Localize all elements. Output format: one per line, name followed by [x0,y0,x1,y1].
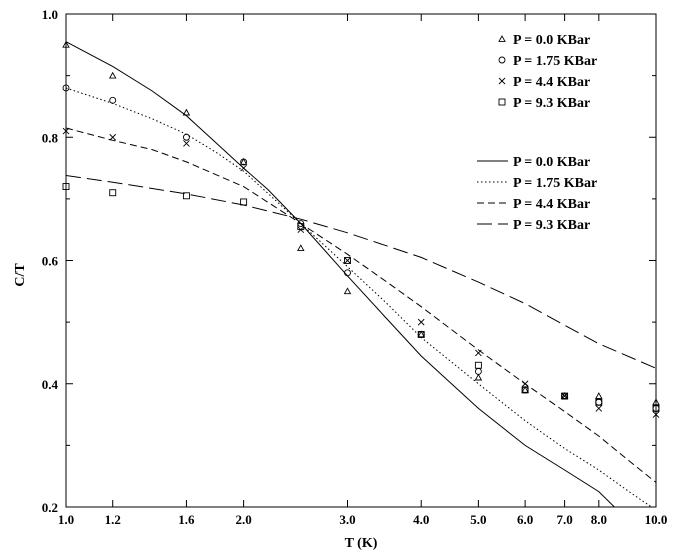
legend-line-label: P = 1.75 KBar [513,176,597,191]
y-tick-label: 0.6 [42,254,59,269]
cross-marker [183,140,190,147]
circle-marker [474,367,482,375]
curve-long-dashed [66,175,656,369]
y-axis-title: C/T [13,263,28,287]
cross-stroke [595,405,603,412]
triangle-marker [239,157,248,165]
legend-circle-marker [498,56,506,64]
circle-marker [344,269,351,277]
triangle-marker [560,392,569,399]
circle-marker [62,84,70,92]
square-marker [521,386,529,394]
markers-cross [62,127,660,418]
triangle-marker [108,71,117,79]
legend-triangle-marker [498,35,506,42]
circle-marker [595,398,603,406]
square-marker [109,189,117,197]
cross-stroke [344,257,351,264]
circle-marker [240,158,248,166]
square-marker [595,398,603,406]
legend-line-label: P = 4.4 KBar [513,197,590,212]
cross-marker [561,392,568,400]
cross-marker [62,127,70,135]
ticks: 1.0 1.2 1.6 2.0 3.0 4.0 5.0 6.0 7.0 8.0 10.0 0.2 0.4… [42,7,668,527]
triangle-marker [297,244,305,252]
legend-marker-label: P = 0.0 KBar [513,33,590,48]
markers-circle [62,84,660,412]
cross-marker [595,405,603,412]
cross-marker [344,257,351,264]
curve-solid [66,41,615,507]
triangle-marker [521,385,529,393]
x-axis-title: T (K) [345,536,378,551]
circle-marker [109,96,117,104]
square-marker [344,257,351,264]
y-tick-label: 1.0 [42,7,58,22]
x-tick-label: 7.0 [556,512,572,527]
square-marker [417,331,425,338]
circle-marker [182,133,190,141]
x-tick-label: 6.0 [517,512,533,527]
legend: P = 0.0 KBar P = 1.75 KBar P = 4.4 KBar P =… [477,33,597,233]
cross-marker [417,318,425,326]
y-tick-label: 0.8 [42,130,59,145]
triangle-marker [417,330,425,338]
x-tick-label: 4.0 [413,512,429,527]
y-tick-label: 0.4 [42,377,59,392]
cross-stroke [417,318,425,326]
x-tick-label: 8.0 [591,512,607,527]
cross-marker [521,380,529,388]
square-marker [62,183,70,191]
y-tick-label: 0.2 [42,500,58,515]
square-marker [240,198,248,206]
legend-marker-label: P = 1.75 KBar [513,54,597,69]
square-marker [297,223,305,231]
x-tick-label: 10.0 [645,512,668,527]
curve-dashed [66,127,656,483]
cross-stroke [498,77,506,85]
cross-marker [109,133,117,141]
markers-square [62,183,660,412]
legend-square-marker [498,98,506,106]
x-tick-label: 5.0 [470,512,486,527]
markers-triangle [62,40,660,406]
legend-marker-label: P = 9.3 KBar [513,96,590,111]
square-marker [652,404,660,412]
cross-marker [240,164,247,172]
x-tick-label: 1.2 [105,512,121,527]
triangle-marker [595,392,603,399]
legend-line-label: P = 9.3 KBar [513,218,590,233]
triangle-marker [343,287,352,295]
cross-marker [652,411,660,418]
square-marker [474,361,482,369]
series-layer [62,40,660,507]
cross-marker [475,349,482,357]
square-marker [561,392,569,400]
triangle-marker [182,108,191,116]
x-tick-label: 1.0 [58,512,74,527]
cross-stroke [109,133,117,141]
cross-stroke [183,140,190,147]
x-tick-label: 1.6 [178,512,195,527]
square-marker [182,192,190,200]
legend-line-label: P = 0.0 KBar [513,155,590,170]
cross-stroke [62,127,70,135]
cross-stroke [521,380,529,388]
curve-dotted [66,87,653,507]
cross-stroke [240,164,247,172]
triangle-marker [474,373,483,381]
cross-stroke [561,392,568,400]
triangle-marker [62,40,70,48]
legend-marker-label: P = 4.4 KBar [513,75,590,90]
x-tick-label: 2.0 [235,512,251,527]
x-tick-label: 3.0 [339,512,355,527]
legend-cross-marker [498,77,506,85]
cross-stroke [475,349,482,357]
triangle-marker [652,398,660,406]
cross-stroke [652,411,660,418]
